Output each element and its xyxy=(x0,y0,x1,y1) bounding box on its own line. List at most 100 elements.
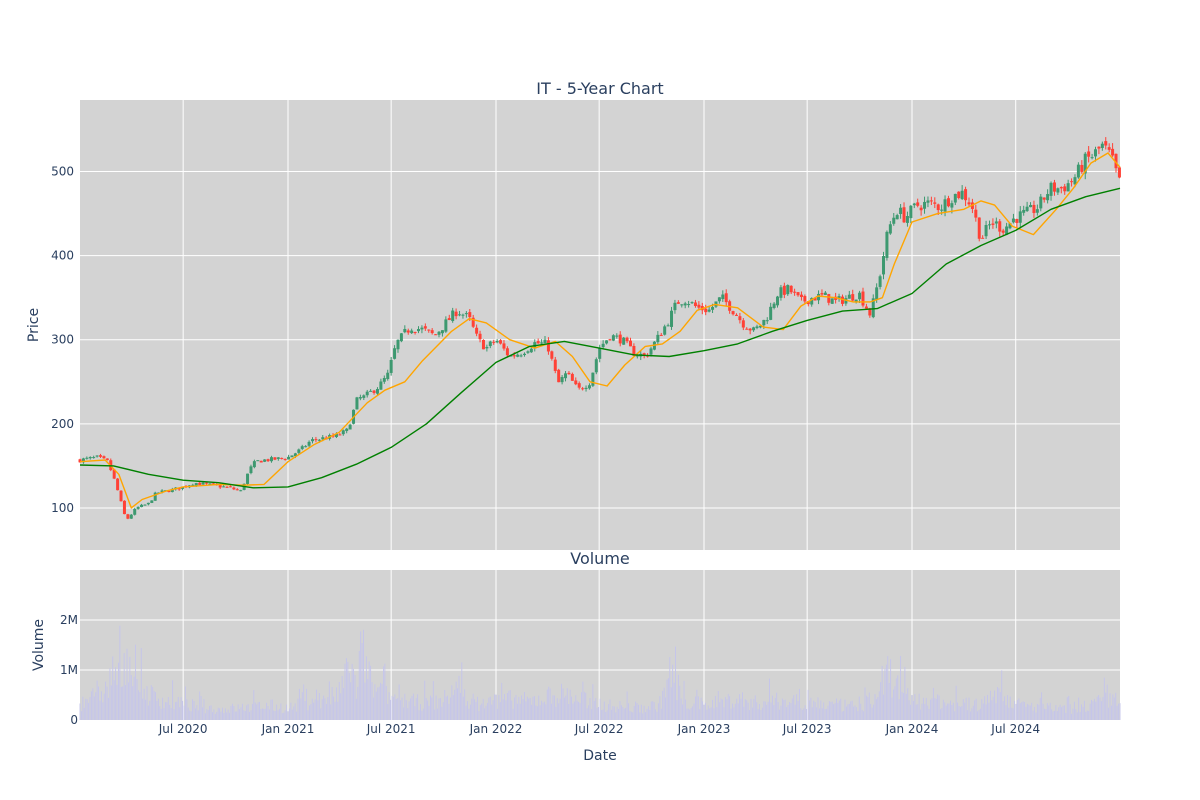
volume-bar xyxy=(878,691,880,720)
price-candle-body xyxy=(191,484,195,486)
volume-bar xyxy=(291,709,293,720)
volume-bar xyxy=(707,705,709,720)
volume-bar xyxy=(1014,701,1016,720)
price-candle-body xyxy=(967,202,971,205)
price-candle xyxy=(430,328,434,335)
volume-bar xyxy=(1008,707,1010,720)
price-candle xyxy=(232,486,236,491)
volume-bar xyxy=(867,696,869,720)
volume-bar xyxy=(182,700,184,720)
volume-bar xyxy=(522,699,524,720)
volume-bar xyxy=(847,704,849,720)
volume-bar xyxy=(995,703,997,720)
price-candle xyxy=(252,459,256,469)
volume-bar xyxy=(1093,698,1095,720)
price-candle xyxy=(567,371,571,375)
volume-bar xyxy=(109,668,111,720)
volume-bar xyxy=(96,680,98,720)
price-candle-body xyxy=(495,340,499,343)
volume-bar xyxy=(647,706,649,720)
volume-bar xyxy=(803,708,805,720)
volume-bar xyxy=(722,699,723,720)
volume-bar xyxy=(147,705,149,720)
volume-bar xyxy=(806,708,808,720)
volume-bar xyxy=(273,710,275,720)
volume-bar xyxy=(799,688,800,720)
volume-bar xyxy=(324,698,326,720)
volume-bar xyxy=(841,711,843,720)
price-candle xyxy=(738,312,742,324)
volume-bar xyxy=(284,710,286,720)
volume-bar xyxy=(133,676,135,720)
volume-bar xyxy=(979,708,981,720)
price-candle xyxy=(697,301,701,310)
volume-bar xyxy=(271,699,273,720)
price-candle-body xyxy=(437,331,441,335)
price-candle xyxy=(919,205,923,216)
volume-bar xyxy=(1118,703,1120,720)
price-candle-body xyxy=(670,310,674,327)
volume-bar xyxy=(494,694,496,720)
price-candle-body xyxy=(150,500,154,503)
volume-bar xyxy=(998,688,1000,720)
price-candle-body xyxy=(458,314,462,316)
price-candle-body xyxy=(902,207,906,223)
price-candle-body xyxy=(170,488,174,493)
volume-bar xyxy=(875,699,877,720)
volume-bar xyxy=(900,655,902,720)
volume-bar xyxy=(146,686,148,720)
price-candle-body xyxy=(964,189,968,201)
price-candle xyxy=(693,299,697,308)
volume-bar xyxy=(1109,693,1111,720)
price-candle xyxy=(557,368,561,383)
price-candle-body xyxy=(1117,167,1121,178)
price-candle xyxy=(345,427,349,434)
volume-bar xyxy=(298,688,300,720)
volume-bar xyxy=(531,704,533,720)
volume-bar xyxy=(340,693,342,720)
volume-x-ticks: Jul 2020 Jan 2021 Jul 2021 Jan 2022 Jul 2022… xyxy=(158,722,1040,736)
volume-bar xyxy=(901,691,903,720)
volume-bar xyxy=(452,695,454,720)
volume-bar xyxy=(267,706,269,720)
volume-bar xyxy=(259,701,260,720)
volume-bar xyxy=(116,684,118,720)
price-candle-body xyxy=(406,330,410,333)
volume-bar xyxy=(155,692,156,720)
volume-bar xyxy=(546,689,548,720)
volume-bar xyxy=(826,708,827,720)
price-candle-body xyxy=(283,458,287,460)
volume-bar xyxy=(750,698,752,720)
price-candle xyxy=(909,204,913,224)
volume-bar xyxy=(499,702,501,720)
price-candle xyxy=(817,290,821,305)
price-candle-body xyxy=(656,334,660,343)
price-candle xyxy=(827,293,831,306)
price-candle xyxy=(1076,162,1080,179)
price-candle xyxy=(140,503,144,508)
price-candle-body xyxy=(615,335,619,337)
price-candle-body xyxy=(998,221,1002,232)
volume-bar xyxy=(156,701,158,720)
price-candle-body xyxy=(1063,186,1067,192)
volume-bar xyxy=(860,703,862,720)
price-candle xyxy=(885,230,889,261)
price-candle xyxy=(960,185,964,201)
volume-bar xyxy=(1119,703,1121,720)
volume-bar xyxy=(636,703,638,720)
price-candle xyxy=(673,299,677,314)
volume-bar xyxy=(306,688,307,720)
price-candle xyxy=(847,290,851,299)
volume-bar xyxy=(395,698,397,720)
volume-bar xyxy=(865,695,867,720)
price-candle-body xyxy=(194,483,198,486)
volume-bar xyxy=(934,697,936,720)
price-candle xyxy=(341,429,345,436)
volume-bar xyxy=(439,698,441,720)
price-candle-body xyxy=(666,325,670,327)
volume-bar xyxy=(266,702,268,720)
price-candle xyxy=(858,290,862,303)
price-candle xyxy=(803,294,807,304)
volume-bar xyxy=(965,697,967,720)
